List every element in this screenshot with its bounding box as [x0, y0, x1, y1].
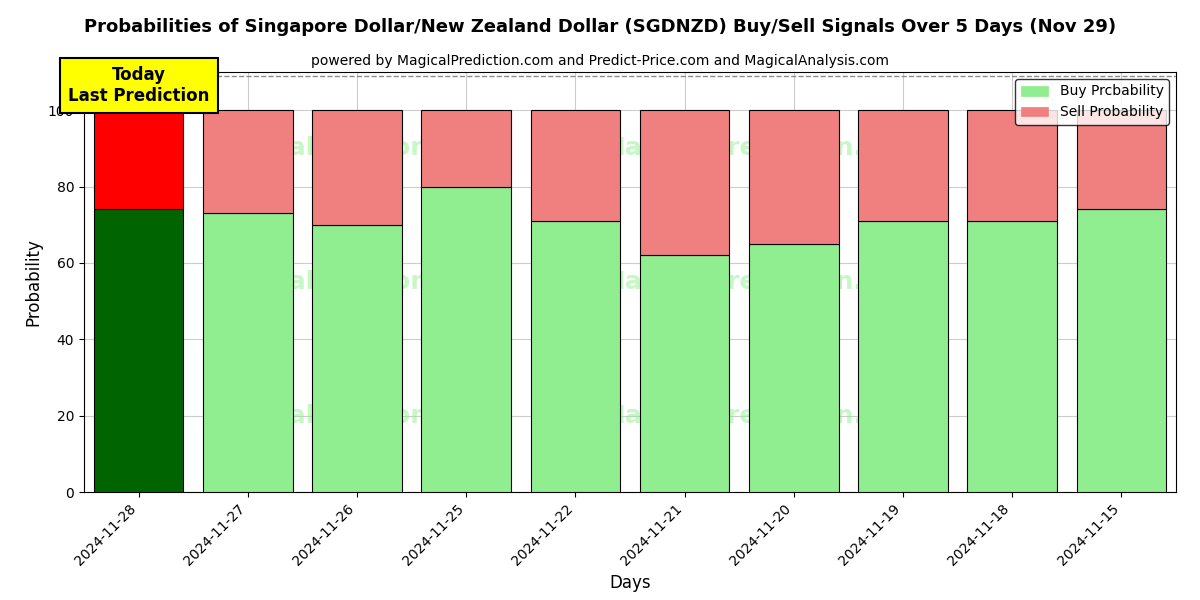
Text: calAnalysis.com: calAnalysis.com — [211, 404, 437, 428]
Text: powered by MagicalPrediction.com and Predict-Price.com and MagicalAnalysis.com: powered by MagicalPrediction.com and Pre… — [311, 54, 889, 68]
Bar — [203, 213, 293, 492]
Text: calAnalysis.com: calAnalysis.com — [211, 270, 437, 294]
Bar — [749, 110, 839, 244]
Bar — [1076, 110, 1166, 209]
Text: Probabilities of Singapore Dollar/New Zealand Dollar (SGDNZD) Buy/Sell Signals O: Probabilities of Singapore Dollar/New Ze… — [84, 18, 1116, 36]
X-axis label: Days: Days — [610, 574, 650, 592]
Text: MagicalPrediction.com: MagicalPrediction.com — [600, 270, 922, 294]
Bar — [640, 255, 730, 492]
Bar — [421, 187, 511, 492]
Bar — [967, 110, 1057, 221]
Y-axis label: Probability: Probability — [24, 238, 42, 326]
Legend: Buy Prcbability, Sell Probability: Buy Prcbability, Sell Probability — [1015, 79, 1169, 125]
Bar — [858, 221, 948, 492]
Bar — [203, 110, 293, 213]
Text: MagicalPrediction.com: MagicalPrediction.com — [600, 404, 922, 428]
Bar — [94, 209, 184, 492]
Bar — [640, 110, 730, 255]
Bar — [94, 110, 184, 209]
Bar — [312, 110, 402, 225]
Bar — [421, 110, 511, 187]
Text: calAnalysis.com: calAnalysis.com — [211, 136, 437, 160]
Text: Today
Last Prediction: Today Last Prediction — [68, 66, 209, 105]
Bar — [530, 221, 620, 492]
Bar — [858, 110, 948, 221]
Bar — [1076, 209, 1166, 492]
Text: MagicalPrediction.com: MagicalPrediction.com — [600, 136, 922, 160]
Bar — [312, 225, 402, 492]
Bar — [967, 221, 1057, 492]
Bar — [530, 110, 620, 221]
Bar — [749, 244, 839, 492]
